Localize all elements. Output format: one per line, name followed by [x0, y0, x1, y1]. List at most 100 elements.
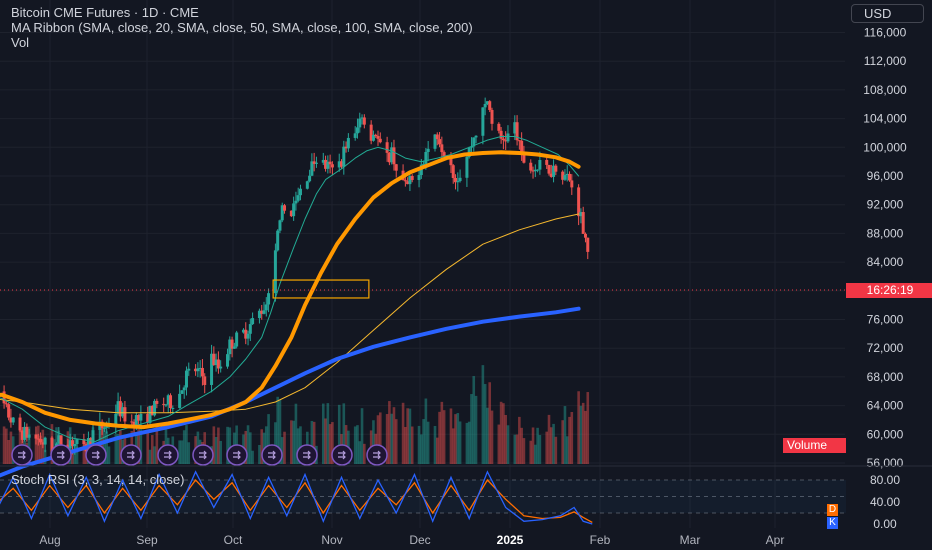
volume-bar — [215, 437, 218, 464]
candle-body — [247, 334, 250, 339]
candle-body — [438, 139, 441, 144]
candle-body — [404, 180, 407, 181]
volume-bar — [436, 438, 439, 464]
candle-body — [500, 131, 503, 139]
candle-body — [506, 133, 509, 141]
candle-body — [276, 231, 279, 251]
ma-ribbon-legend[interactable]: MA Ribbon (SMA, close, 20, SMA, close, 5… — [11, 20, 473, 35]
volume-bar — [149, 450, 152, 464]
currency-button[interactable]: USD — [851, 4, 924, 23]
candle-body — [249, 324, 252, 334]
candle-body — [103, 428, 106, 429]
volume-bar — [466, 423, 469, 464]
volume-bar — [529, 441, 532, 464]
volume-bar — [438, 412, 441, 464]
candle-body — [377, 136, 380, 139]
volume-legend[interactable]: Vol — [11, 35, 29, 50]
time-tick-label: Dec — [409, 533, 430, 547]
volume-bar — [507, 425, 510, 464]
candle-body — [315, 163, 318, 164]
volume-bar — [472, 376, 475, 464]
candle-body — [356, 127, 359, 133]
event-marker — [297, 445, 317, 465]
price-tick-label: 92,000 — [867, 198, 904, 212]
volume-bar — [324, 418, 327, 464]
candle-body — [139, 414, 142, 421]
event-marker-circle — [367, 445, 387, 465]
event-marker — [121, 445, 141, 465]
candle-body — [185, 371, 188, 388]
volume-bar — [219, 441, 222, 464]
candle-body — [180, 390, 183, 394]
volume-bar — [420, 434, 423, 464]
event-marker-circle — [262, 445, 282, 465]
volume-bar — [327, 403, 330, 464]
candle-body — [226, 354, 229, 366]
time-tick-label: Aug — [39, 533, 60, 547]
stoch-tick-label: 80.00 — [870, 473, 900, 487]
candle-body — [203, 376, 206, 385]
volume-bar — [586, 392, 589, 464]
volume-bar — [441, 402, 444, 464]
candle-body — [278, 220, 281, 230]
price-tick-label: 68,000 — [867, 370, 904, 384]
volume-bar — [181, 440, 184, 464]
price-tick-label: 84,000 — [867, 255, 904, 269]
candle-body — [436, 135, 439, 140]
candle-body — [358, 119, 361, 128]
time-tick-label: Feb — [590, 533, 611, 547]
price-tick-label: 60,000 — [867, 427, 904, 441]
candle-body — [418, 175, 421, 180]
candle-body — [481, 107, 484, 135]
price-tick-label: 56,000 — [867, 456, 904, 470]
event-marker — [227, 445, 247, 465]
volume-bar — [183, 430, 186, 464]
candle-body — [440, 144, 443, 152]
volume-bar — [452, 428, 455, 464]
price-tick-label: 116,000 — [864, 26, 907, 40]
candle-body — [265, 304, 268, 310]
volume-bar — [550, 427, 553, 464]
axes: 116,000112,000108,000104,000100,00096,00… — [0, 26, 932, 548]
volume-bar — [552, 424, 555, 464]
candle-body — [201, 368, 204, 376]
volume-bar — [292, 421, 295, 464]
event-marker — [193, 445, 213, 465]
price-tick-label: 88,000 — [867, 226, 904, 240]
volume-bar — [3, 426, 6, 464]
volume-bar — [454, 414, 457, 464]
price-tick-label: 72,000 — [867, 341, 904, 355]
time-tick-label: Sep — [136, 533, 158, 547]
candle-body — [12, 418, 15, 423]
volume-bar — [514, 435, 517, 464]
candle-body — [424, 152, 427, 164]
volume-bar — [450, 408, 453, 464]
candle-body — [92, 430, 95, 445]
candle-body — [520, 141, 523, 153]
candle-body — [411, 176, 414, 180]
candle-body — [297, 195, 300, 201]
volume-bar — [571, 412, 574, 464]
volume-bar — [488, 382, 491, 464]
event-marker — [262, 445, 282, 465]
candle-body — [44, 438, 47, 445]
candle-body — [502, 139, 505, 140]
volume-bar — [329, 424, 332, 464]
event-marker-circle — [121, 445, 141, 465]
candle-body — [577, 187, 580, 216]
volume-bar — [459, 421, 462, 464]
candle-body — [465, 157, 468, 178]
volume-bar — [406, 408, 409, 464]
stoch-rsi-legend[interactable]: Stoch RSI (3, 3, 14, 14, close) — [11, 472, 184, 487]
volume-bar — [545, 432, 548, 464]
volume-bar — [185, 425, 188, 464]
candle-body — [76, 439, 79, 444]
volume-bar — [402, 403, 405, 464]
event-marker-circle — [158, 445, 178, 465]
price-countdown-tag: 16:26:19 — [846, 283, 932, 298]
candle-body — [475, 136, 478, 138]
candle-body — [374, 135, 377, 136]
candle-body — [538, 160, 541, 170]
volume-bar — [561, 420, 564, 464]
